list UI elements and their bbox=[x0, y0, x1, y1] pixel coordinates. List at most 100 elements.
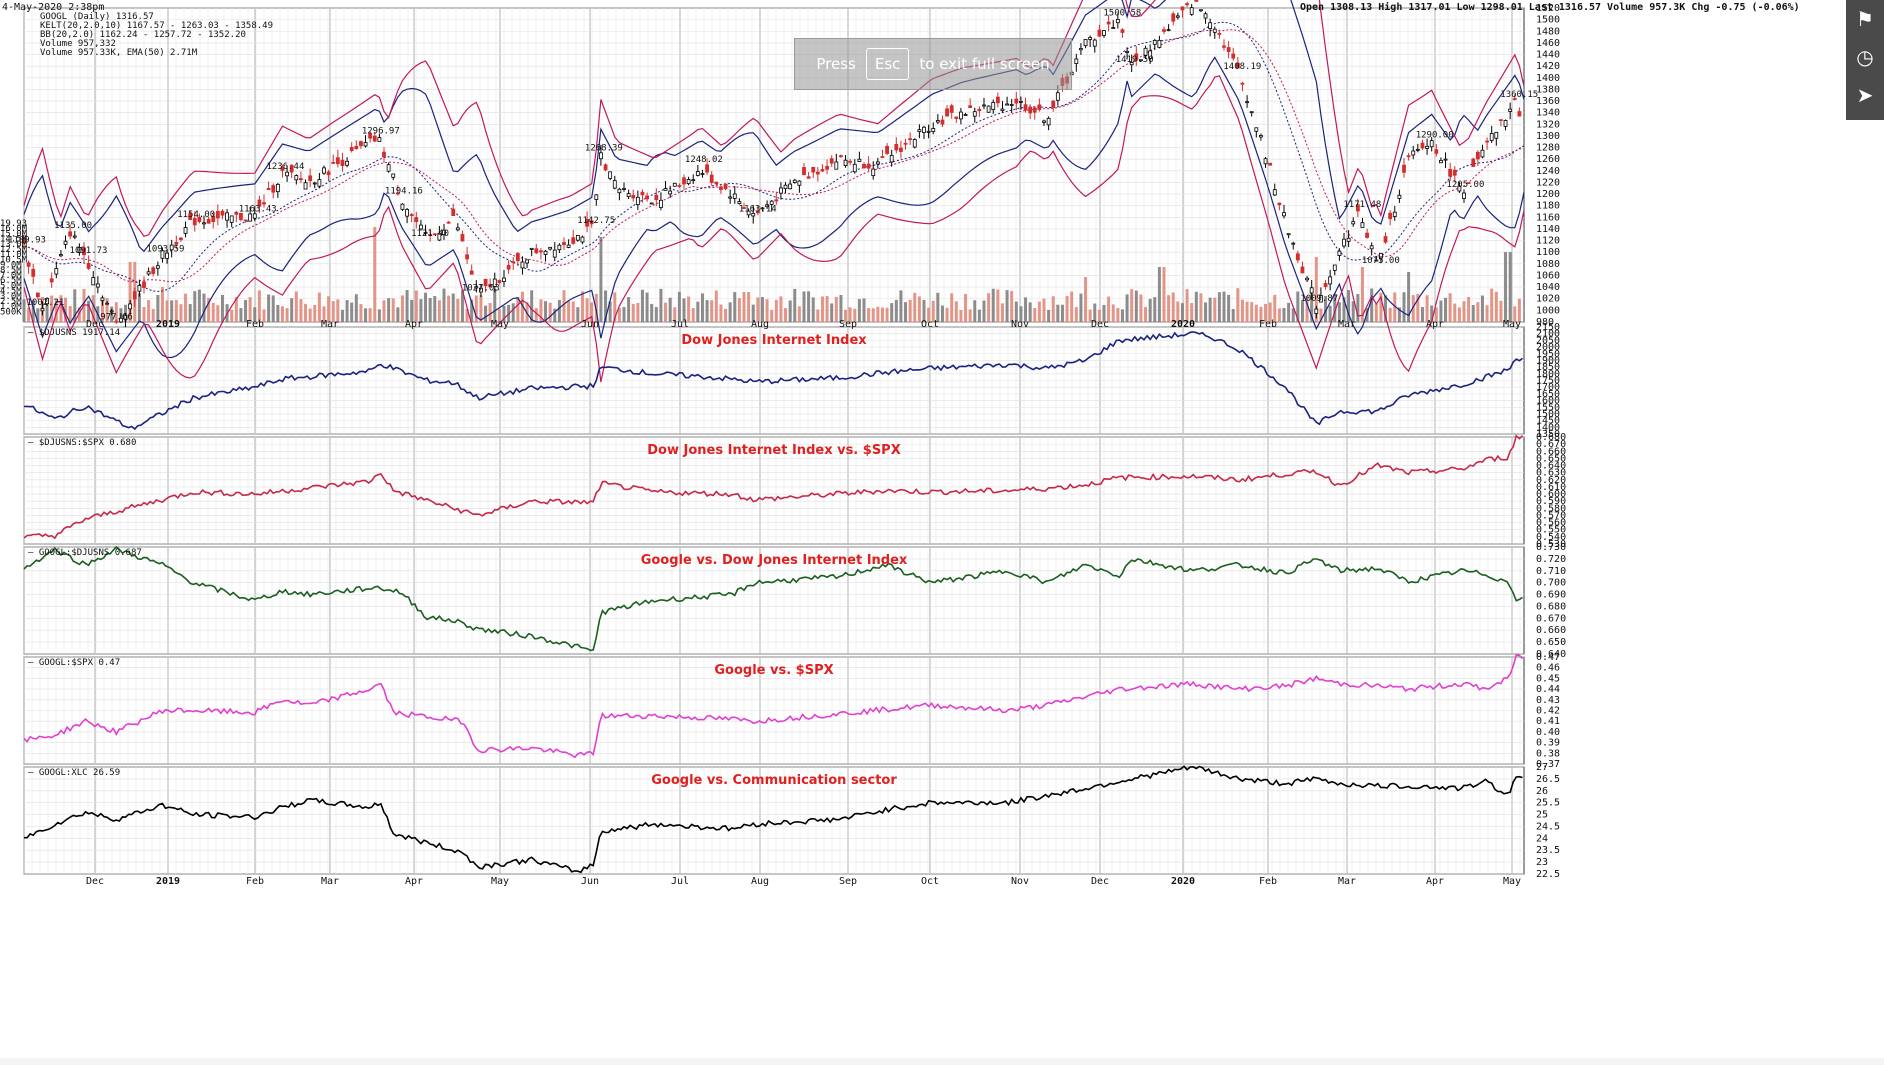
keltner-lower-band bbox=[23, 56, 1525, 359]
candle-body bbox=[1443, 158, 1448, 161]
volume-bar bbox=[1236, 288, 1240, 322]
volume-bar bbox=[502, 305, 506, 322]
y-tick-label: 1750 bbox=[1536, 376, 1560, 387]
price-annotation: 1248.02 bbox=[685, 155, 723, 165]
candle-body bbox=[811, 166, 816, 173]
volume-bar bbox=[68, 306, 72, 322]
candle-body bbox=[1148, 50, 1153, 59]
y-tick-label: 1700 bbox=[1536, 382, 1560, 393]
volume-bar bbox=[954, 301, 958, 322]
candle-body bbox=[1355, 204, 1360, 212]
candle-body bbox=[866, 163, 871, 169]
candle-body bbox=[275, 183, 280, 193]
volume-bar bbox=[197, 289, 201, 322]
candle-body bbox=[1019, 100, 1023, 103]
y-tick-label: 1450 bbox=[1536, 416, 1560, 427]
candle-body bbox=[54, 268, 59, 275]
candle-body bbox=[1120, 29, 1125, 33]
candle-body bbox=[262, 202, 266, 205]
volume-bar bbox=[1425, 295, 1429, 322]
volume-bar bbox=[1508, 252, 1512, 322]
price-annotation: 1171.48 bbox=[1343, 200, 1381, 210]
volume-bar bbox=[1120, 309, 1124, 322]
volume-bar bbox=[899, 290, 903, 322]
candle-body bbox=[248, 213, 253, 222]
candle-body bbox=[963, 114, 968, 116]
volume-bar bbox=[590, 302, 594, 322]
volume-bar bbox=[1014, 301, 1018, 322]
volume-bar bbox=[867, 308, 871, 322]
candle-body bbox=[285, 171, 289, 177]
y-tick-label: 1500 bbox=[1536, 15, 1560, 26]
volume-bar bbox=[1494, 291, 1498, 322]
candle-body bbox=[372, 135, 377, 142]
candle-body bbox=[377, 137, 382, 142]
candle-body bbox=[829, 158, 834, 164]
candle-body bbox=[686, 179, 691, 185]
candle-body bbox=[506, 265, 511, 270]
volume-bar bbox=[239, 308, 243, 322]
candle-body bbox=[22, 238, 26, 244]
volume-bar bbox=[276, 304, 280, 322]
candle-body bbox=[1360, 222, 1365, 228]
y-tick-label: 24 bbox=[1536, 833, 1548, 844]
ohlc-summary: Open 1308.13 High 1317.01 Low 1298.01 La… bbox=[1300, 1, 1800, 13]
x-tick-label-bottom: May bbox=[1503, 876, 1521, 887]
candle-body bbox=[534, 248, 539, 254]
price-annotation: 1419.50 bbox=[1116, 55, 1154, 65]
volume-bar bbox=[1037, 301, 1041, 322]
candle-body bbox=[326, 171, 331, 176]
volume-bar bbox=[1088, 309, 1092, 322]
volume-bar bbox=[876, 306, 880, 322]
panel-title: Google vs. $SPX bbox=[714, 663, 833, 678]
candle-body bbox=[585, 218, 589, 227]
candle-body bbox=[492, 278, 497, 287]
candle-body bbox=[1462, 192, 1466, 199]
y-tick-label: 1320 bbox=[1536, 119, 1560, 130]
volume-bar bbox=[645, 292, 649, 322]
volume-bar bbox=[1010, 290, 1014, 322]
flag-icon[interactable]: ⚑ bbox=[1856, 7, 1874, 31]
y-tick-label: 0.640 bbox=[1536, 461, 1566, 472]
volume-bar bbox=[327, 296, 331, 322]
series-legend: — GOOGL:XLC 26.59 bbox=[28, 768, 120, 778]
y-tick-label: 26.5 bbox=[1536, 774, 1560, 785]
volume-bar bbox=[428, 298, 432, 322]
candle-body bbox=[1425, 145, 1429, 149]
candle-body bbox=[608, 171, 613, 179]
candle-body bbox=[825, 165, 829, 170]
x-tick-label-bottom: Mar bbox=[1338, 876, 1356, 887]
send-icon[interactable]: ➤ bbox=[1856, 83, 1874, 107]
candle-body bbox=[1102, 30, 1106, 36]
fullscreen-notice[interactable]: Press Esc to exit full screen bbox=[794, 38, 1072, 90]
candle-body bbox=[1088, 37, 1093, 40]
candle-body bbox=[1268, 162, 1273, 166]
volume-bar bbox=[211, 302, 215, 322]
volume-bar bbox=[1157, 267, 1161, 322]
y-tick-label: 1040 bbox=[1536, 282, 1560, 293]
price-annotation: 977.66 bbox=[100, 313, 133, 323]
x-tick-label-bottom: Mar bbox=[321, 876, 339, 887]
panel-title: Dow Jones Internet Index bbox=[681, 333, 867, 348]
candle-body bbox=[1254, 127, 1259, 132]
candle-body bbox=[1475, 151, 1480, 160]
y-tick-label: 0.42 bbox=[1536, 706, 1560, 717]
y-tick-label: 1850 bbox=[1536, 362, 1560, 373]
candle-body bbox=[1231, 53, 1236, 59]
candle-body bbox=[1485, 140, 1489, 143]
volume-bar bbox=[1254, 304, 1258, 322]
volume-bar bbox=[673, 307, 677, 322]
x-tick-label-bottom: Nov bbox=[1011, 876, 1029, 887]
price-annotation: 1163.14 bbox=[739, 205, 777, 215]
volume-bar bbox=[179, 304, 183, 322]
candle-body bbox=[1180, 6, 1185, 11]
candle-body bbox=[1295, 253, 1300, 261]
candle-body bbox=[1097, 29, 1102, 37]
candle-body bbox=[774, 199, 779, 202]
candle-body bbox=[779, 187, 783, 194]
candle-body bbox=[1517, 111, 1522, 117]
y-tick-label: 0.650 bbox=[1536, 453, 1566, 464]
candle-body bbox=[875, 161, 880, 165]
clock-icon[interactable]: ◷ bbox=[1856, 45, 1874, 69]
